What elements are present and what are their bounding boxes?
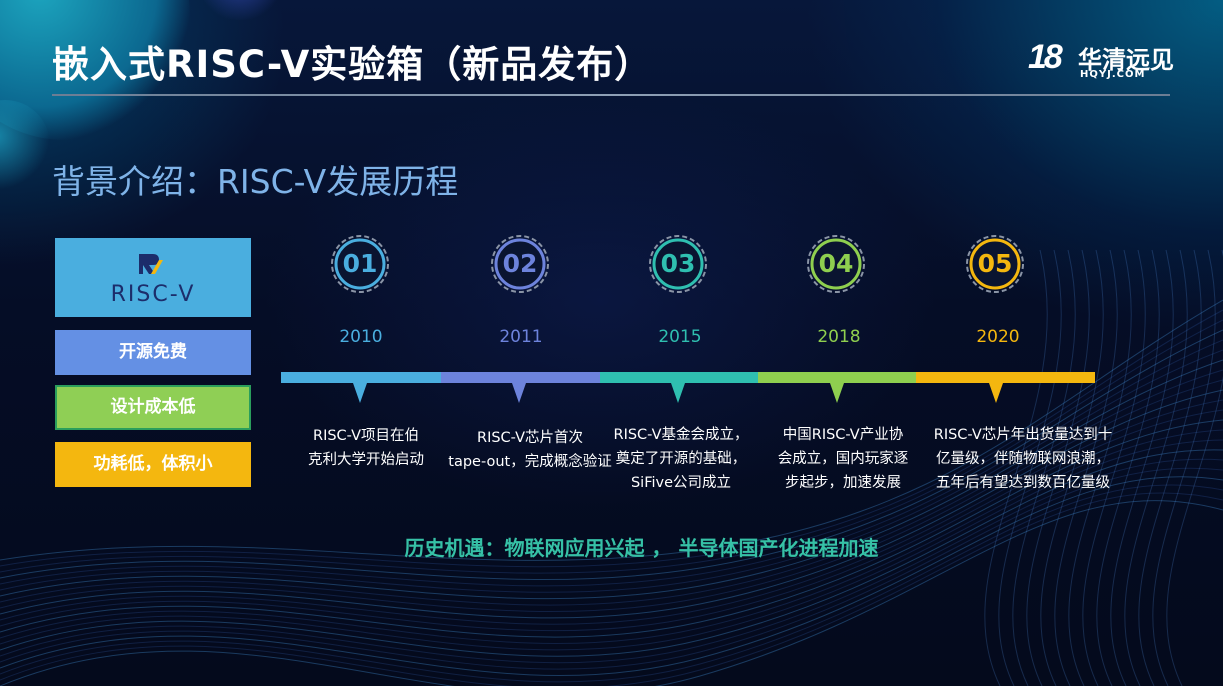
title-divider xyxy=(52,94,1170,96)
timeline-pointer xyxy=(353,383,367,403)
timeline-pointer xyxy=(830,383,844,403)
milestone-year: 2015 xyxy=(658,327,702,347)
milestone-year: 2010 xyxy=(339,327,383,347)
feature-low-power-small-size: 功耗低，体积小 xyxy=(55,442,251,487)
milestone-circle: 02 xyxy=(490,234,550,294)
timeline-pointer xyxy=(512,383,526,403)
milestone-circle: 01 xyxy=(330,234,390,294)
timeline-pointer xyxy=(989,383,1003,403)
description-line: RISC-V项目在伯 xyxy=(313,428,419,444)
logo-mark: 18 xyxy=(1028,38,1063,76)
description-line: RISC-V芯片首次 xyxy=(477,430,583,446)
slide-title: 嵌入式RISC-V实验箱（新品发布） xyxy=(52,43,653,86)
timeline-segment xyxy=(916,372,1095,383)
milestone-year: 2011 xyxy=(499,327,543,347)
feature-open-source: 开源免费 xyxy=(55,330,251,375)
milestone-year: 2020 xyxy=(976,327,1020,347)
timeline-segment xyxy=(600,372,758,383)
risc-v-badge-icon xyxy=(139,254,163,274)
milestone-description: RISC-V项目在伯 克利大学开始启动 xyxy=(281,424,451,472)
description-line: 步起步，加速发展 xyxy=(785,475,901,491)
milestone-circle: 05 xyxy=(965,234,1025,294)
timeline-segment xyxy=(281,372,441,383)
timeline-segment xyxy=(758,372,916,383)
milestone-number: 02 xyxy=(502,249,538,278)
milestone-number: 04 xyxy=(818,249,854,278)
description-line: 中国RISC-V产业协 xyxy=(782,427,904,443)
description-line: RISC-V基金会成立， xyxy=(613,427,749,443)
historical-opportunity-text: 历史机遇：物联网应用兴起 ， 半导体国产化进程加速 xyxy=(404,536,879,560)
logo-name: 华清远见 xyxy=(1078,46,1174,74)
milestone-circle: 04 xyxy=(806,234,866,294)
milestone-description: RISC-V芯片首次 tape-out，完成概念验证 xyxy=(430,426,630,474)
feature-low-design-cost: 设计成本低 xyxy=(55,385,251,430)
milestone-number: 05 xyxy=(977,249,1013,278)
section-subtitle: 背景介绍：RISC-V发展历程 xyxy=(52,162,459,201)
description-line: 奠定了开源的基础， xyxy=(615,451,747,467)
risc-v-logo-card: RISC-V xyxy=(55,238,251,317)
description-line: 五年后有望达到数百亿量级 xyxy=(936,475,1110,491)
description-line: 克利大学开始启动 xyxy=(308,452,424,468)
description-line: 会成立，国内玩家逐 xyxy=(777,451,909,467)
milestone-number: 01 xyxy=(342,249,378,278)
milestone-description: 中国RISC-V产业协 会成立，国内玩家逐 步起步，加速发展 xyxy=(758,423,928,495)
timeline-pointer xyxy=(671,383,685,403)
milestone-year: 2018 xyxy=(817,327,861,347)
timeline-segment xyxy=(441,372,600,383)
logo-domain: HQYJ.COM xyxy=(1080,69,1146,80)
description-line: 亿量级，伴随物联网浪潮， xyxy=(936,451,1110,467)
milestone-description: RISC-V芯片年出货量达到十 亿量级，伴随物联网浪潮， 五年后有望达到数百亿量… xyxy=(913,423,1133,495)
description-line: tape-out，完成概念验证 xyxy=(448,454,612,470)
risc-v-logo-text: RISC-V xyxy=(110,282,196,307)
description-line: SiFive公司成立 xyxy=(630,475,732,491)
milestone-description: RISC-V基金会成立， 奠定了开源的基础， SiFive公司成立 xyxy=(596,423,766,495)
timeline-bar xyxy=(281,372,1095,383)
description-line: RISC-V芯片年出货量达到十 xyxy=(933,427,1113,443)
decorative-orb xyxy=(195,0,285,20)
milestone-circle: 03 xyxy=(648,234,708,294)
milestone-number: 03 xyxy=(660,249,696,278)
company-logo: 18 华清远见 HQYJ.COM xyxy=(1028,38,1178,84)
